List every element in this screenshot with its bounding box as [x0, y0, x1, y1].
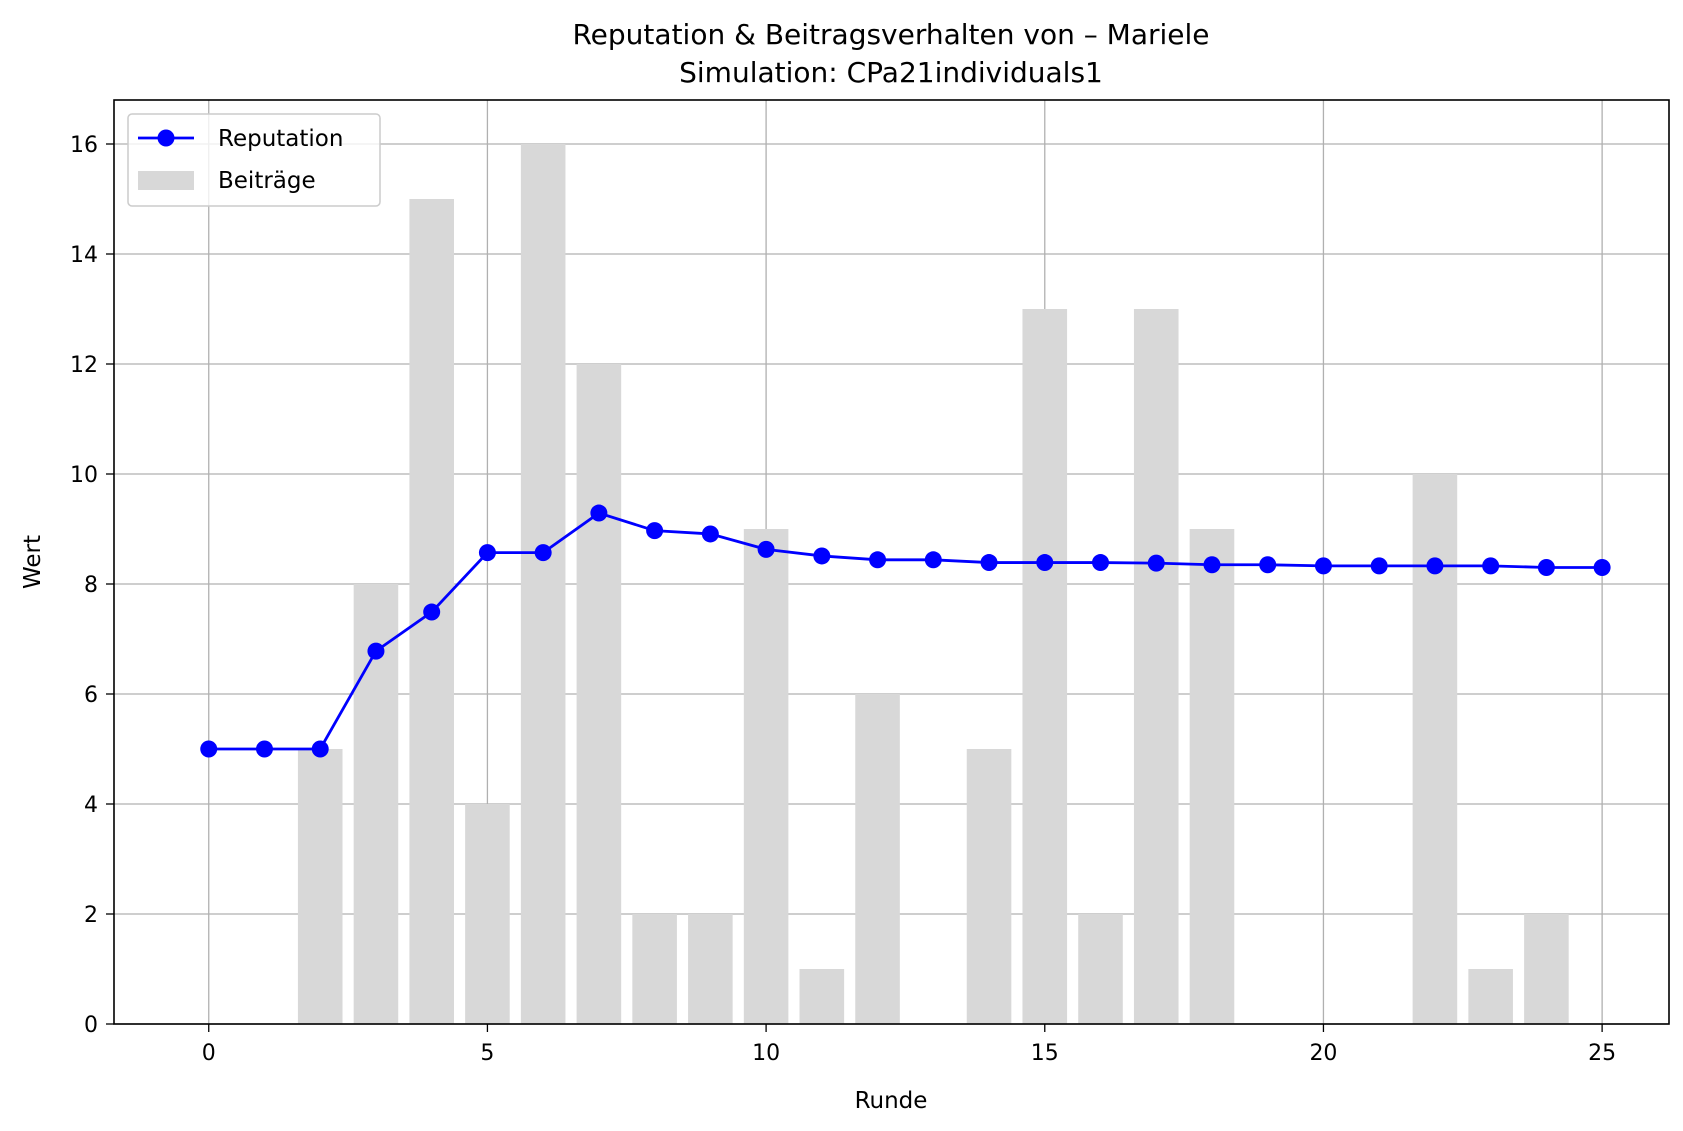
- reputation-point: [478, 544, 496, 562]
- beitraege-bar: [688, 914, 733, 1024]
- beitraege-bar: [799, 969, 845, 1024]
- reputation-point: [980, 554, 998, 572]
- beitraege-bar: [1412, 474, 1458, 1024]
- plot-frame: [113, 99, 1670, 1025]
- reputation-point: [869, 551, 887, 569]
- y-axis-label: Wert: [20, 535, 46, 589]
- beitraege-bar: [1078, 914, 1123, 1024]
- legend: Reputation Beiträge: [127, 113, 381, 207]
- legend-beitraege-swatch: [138, 171, 194, 190]
- x-tick-label: 25: [1588, 1041, 1616, 1066]
- x-tick-label: 0: [202, 1041, 216, 1066]
- x-tick-label: 5: [480, 1041, 494, 1066]
- y-tick-label: 10: [70, 463, 98, 488]
- beitraege-bar: [1468, 969, 1513, 1024]
- reputation-point: [590, 504, 608, 522]
- beitraege-bar: [1133, 309, 1179, 1024]
- reputation-point: [534, 544, 552, 562]
- reputation-series: [200, 504, 1611, 758]
- y-tick-label: 2: [84, 903, 98, 928]
- y-tick-label: 8: [84, 573, 98, 598]
- x-tick-label: 10: [752, 1041, 780, 1066]
- chart-subtitle: Simulation: CPa21individuals1: [679, 56, 1103, 89]
- beitraege-bar: [520, 144, 566, 1024]
- y-tick-label: 12: [70, 353, 98, 378]
- legend-reputation-label: Reputation: [218, 126, 343, 152]
- reputation-point: [701, 525, 719, 543]
- beitraege-bar: [632, 914, 677, 1024]
- reputation-point: [255, 740, 273, 758]
- reputation-point: [757, 540, 775, 558]
- reputation-point: [1537, 559, 1555, 576]
- x-tick-label: 15: [1031, 1041, 1059, 1066]
- reputation-point: [200, 740, 218, 758]
- reputation-point: [1147, 554, 1165, 572]
- reputation-point: [1593, 559, 1611, 576]
- reputation-point: [423, 603, 441, 621]
- reputation-point: [1482, 557, 1500, 575]
- legend-beitraege-label: Beiträge: [218, 168, 316, 194]
- reputation-point: [1370, 557, 1388, 575]
- reputation-point: [646, 522, 664, 540]
- beitraege-bar: [855, 694, 900, 1024]
- beitraege-bar: [1524, 914, 1569, 1024]
- legend-reputation-marker: [157, 129, 175, 147]
- reputation-point: [1203, 556, 1221, 574]
- beitraege-bar: [297, 749, 343, 1024]
- reputation-point: [924, 551, 942, 569]
- y-tick-label: 4: [84, 793, 98, 818]
- beitraege-bar: [966, 749, 1012, 1024]
- chart-title: Reputation & Beitragsverhalten von – Mar…: [572, 18, 1209, 51]
- reputation-line: [208, 511, 1603, 751]
- y-tick-label: 0: [84, 1013, 98, 1038]
- beitraege-bar: [743, 529, 789, 1024]
- reputation-point: [367, 642, 385, 660]
- y-tick-label: 14: [70, 243, 98, 268]
- bars: [297, 144, 1569, 1024]
- x-tick-label: 20: [1309, 1041, 1337, 1066]
- ticks: 0 5 10 15 20 25 0 2 4 6 8 10 12 14 16: [70, 133, 1616, 1066]
- reputation-point: [1036, 554, 1054, 572]
- beitraege-bar: [1022, 309, 1068, 1024]
- reputation-point: [1092, 554, 1110, 572]
- beitraege-bar: [465, 804, 510, 1024]
- beitraege-bar: [1189, 529, 1235, 1024]
- reputation-point: [1259, 556, 1277, 574]
- y-tick-label: 6: [84, 683, 98, 708]
- beitraege-bar: [576, 364, 622, 1024]
- reputation-point: [311, 740, 329, 758]
- x-axis-label: Runde: [855, 1088, 928, 1114]
- y-tick-label: 16: [70, 133, 98, 158]
- reputation-point: [813, 547, 831, 565]
- reputation-point: [1314, 557, 1332, 575]
- reputation-point: [1426, 557, 1444, 575]
